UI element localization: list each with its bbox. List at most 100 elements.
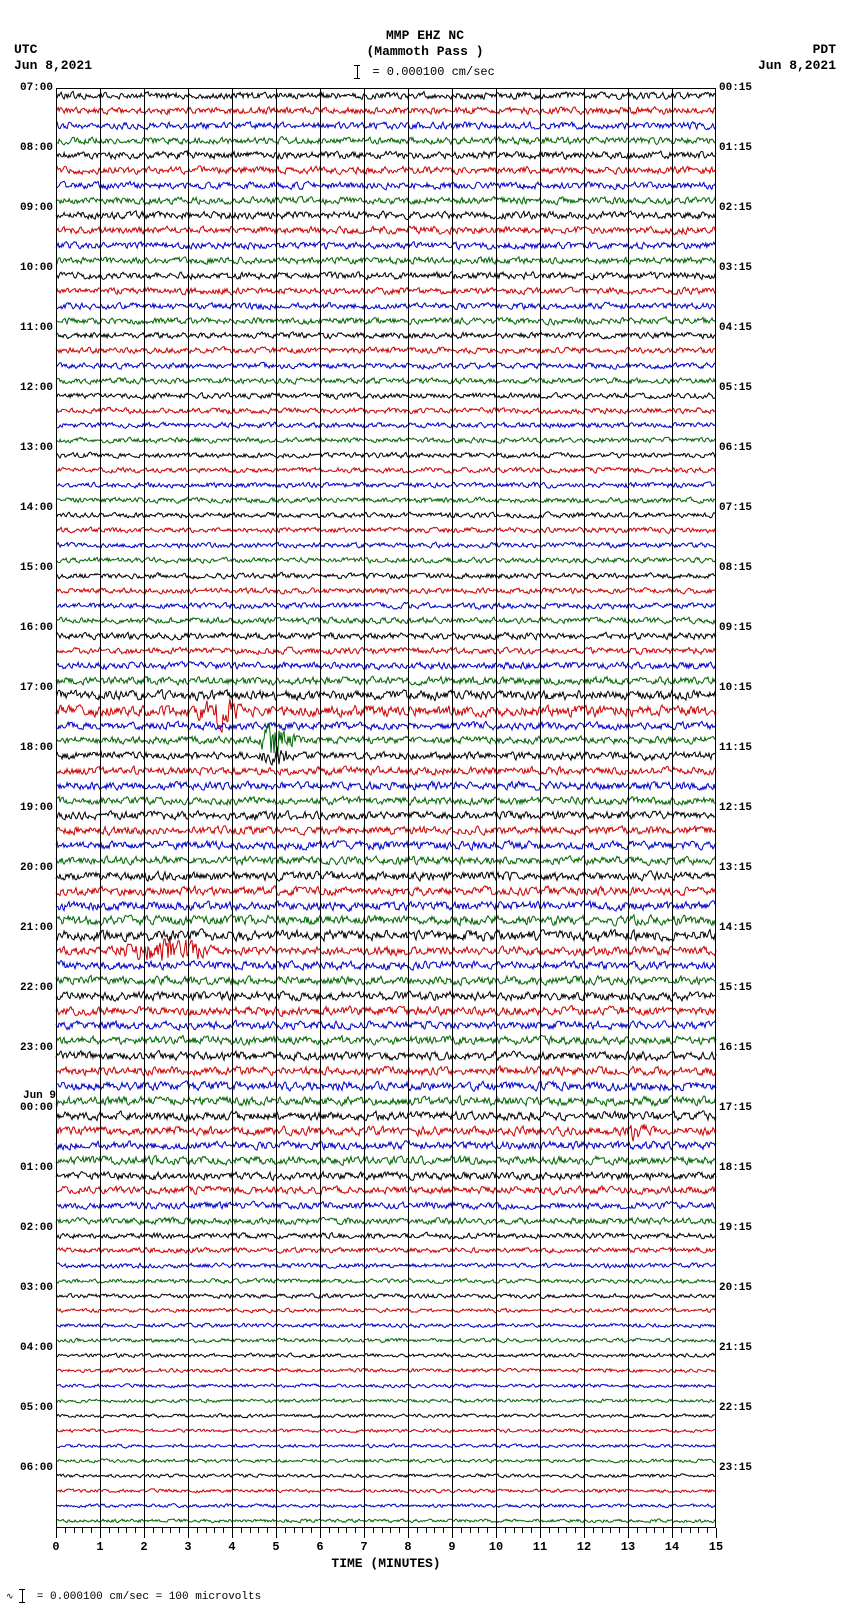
trace-time-right: 00:15 xyxy=(716,82,752,94)
trace-time-left: 02:00 xyxy=(20,1222,56,1234)
trace-time-left: 16:00 xyxy=(20,622,56,634)
trace-time-right: 10:15 xyxy=(716,682,752,694)
footer-scale: ∿ = 0.000100 cm/sec = 100 microvolts xyxy=(6,1589,261,1603)
xaxis-tick-minor xyxy=(549,1528,550,1533)
grid-line xyxy=(540,88,541,1528)
trace-row: 04:0021:15 xyxy=(56,1348,716,1363)
xaxis-tick-minor xyxy=(619,1528,620,1533)
trace-row xyxy=(56,1483,716,1498)
xaxis-tick-label: 2 xyxy=(140,1540,147,1554)
trace-row: 05:0022:15 xyxy=(56,1408,716,1423)
xaxis-tick-minor xyxy=(707,1528,708,1533)
scale-text: = 0.000100 cm/sec xyxy=(372,65,494,79)
trace-time-right: 12:15 xyxy=(716,802,752,814)
xaxis-tick-major xyxy=(320,1528,321,1538)
xaxis-tick-label: 7 xyxy=(360,1540,367,1554)
xaxis-tick-major xyxy=(408,1528,409,1538)
xaxis-tick-minor xyxy=(531,1528,532,1533)
xaxis-tick-minor xyxy=(355,1528,356,1533)
trace-time-right: 21:15 xyxy=(716,1342,752,1354)
xaxis-tick-minor xyxy=(478,1528,479,1533)
seismogram-plot: 07:0000:1508:0001:1509:0002:1510:0003:15… xyxy=(56,88,716,1528)
trace-time-left: 10:00 xyxy=(20,262,56,274)
trace-time-right: 09:15 xyxy=(716,622,752,634)
xaxis-tick-major xyxy=(496,1528,497,1538)
xaxis-tick-minor xyxy=(74,1528,75,1533)
timezone-right: PDT Jun 8,2021 xyxy=(758,42,836,75)
trace-time-left: 17:00 xyxy=(20,682,56,694)
xaxis-tick-minor xyxy=(505,1528,506,1533)
xaxis-tick-label: 10 xyxy=(489,1540,503,1554)
xaxis-tick-minor xyxy=(214,1528,215,1533)
xaxis-tick-label: 14 xyxy=(665,1540,679,1554)
trace-time-left: 06:00 xyxy=(20,1462,56,1474)
trace-time-right: 03:15 xyxy=(716,262,752,274)
trace-time-right: 23:15 xyxy=(716,1462,752,1474)
xaxis-tick-minor xyxy=(329,1528,330,1533)
xaxis-tick-minor xyxy=(663,1528,664,1533)
xaxis-tick-minor xyxy=(302,1528,303,1533)
trace-waveform xyxy=(56,1362,716,1379)
trace-time-left: 13:00 xyxy=(20,442,56,454)
trace-row xyxy=(56,1423,716,1438)
trace-date-mark: Jun 9 xyxy=(23,1090,56,1102)
trace-time-right: 11:15 xyxy=(716,742,752,754)
xaxis-tick-major xyxy=(100,1528,101,1538)
grid-line xyxy=(408,88,409,1528)
xaxis-tick-major xyxy=(276,1528,277,1538)
xaxis-tick-major xyxy=(452,1528,453,1538)
trace-row xyxy=(56,1318,716,1333)
xaxis-tick-minor xyxy=(223,1528,224,1533)
footer-text: = 0.000100 cm/sec = 100 microvolts xyxy=(37,1591,261,1603)
xaxis-tick-major xyxy=(144,1528,145,1538)
xaxis-tick-label: 13 xyxy=(621,1540,635,1554)
xaxis-tick-minor xyxy=(170,1528,171,1533)
xaxis-tick-major xyxy=(364,1528,365,1538)
xaxis-tick-minor xyxy=(566,1528,567,1533)
trace-time-left: 05:00 xyxy=(20,1402,56,1414)
grid-line xyxy=(672,88,673,1528)
trace-row: 06:0023:15 xyxy=(56,1468,716,1483)
trace-row xyxy=(56,1438,716,1453)
xaxis-tick-minor xyxy=(426,1528,427,1533)
xaxis-tick-label: 11 xyxy=(533,1540,547,1554)
tz-left-label: UTC xyxy=(14,42,92,58)
xaxis-tick-label: 8 xyxy=(404,1540,411,1554)
xaxis-tick-label: 15 xyxy=(709,1540,723,1554)
grid-line xyxy=(584,88,585,1528)
grid-line xyxy=(364,88,365,1528)
xaxis-tick-major xyxy=(628,1528,629,1538)
trace-time-left: 22:00 xyxy=(20,982,56,994)
xaxis-tick-minor xyxy=(417,1528,418,1533)
scale-bar-icon xyxy=(355,65,359,79)
trace-waveform xyxy=(56,1498,716,1514)
trace-time-left: 00:00Jun 9 xyxy=(20,1102,56,1114)
xaxis-tick-minor xyxy=(434,1528,435,1533)
xaxis-tick-minor xyxy=(654,1528,655,1533)
xaxis-tick-major xyxy=(56,1528,57,1538)
trace-row: 03:0020:15 xyxy=(56,1288,716,1303)
trace-time-right: 04:15 xyxy=(716,322,752,334)
trace-time-right: 19:15 xyxy=(716,1222,752,1234)
trace-time-right: 05:15 xyxy=(716,382,752,394)
xaxis-tick-major xyxy=(716,1528,717,1538)
tz-left-date: Jun 8,2021 xyxy=(14,58,92,74)
xaxis-tick-minor xyxy=(250,1528,251,1533)
grid-line xyxy=(232,88,233,1528)
xaxis-tick-major xyxy=(540,1528,541,1538)
xaxis-tick-minor xyxy=(382,1528,383,1533)
xaxis-tick-minor xyxy=(82,1528,83,1533)
trace-time-right: 16:15 xyxy=(716,1042,752,1054)
xaxis-tick-minor xyxy=(91,1528,92,1533)
xaxis-tick-minor xyxy=(346,1528,347,1533)
trace-time-right: 20:15 xyxy=(716,1282,752,1294)
xaxis-tick-major xyxy=(232,1528,233,1538)
trace-waveform xyxy=(56,1378,716,1394)
trace-row xyxy=(56,1303,716,1318)
xaxis-tick-minor xyxy=(241,1528,242,1533)
trace-row xyxy=(56,1513,716,1528)
trace-time-right: 15:15 xyxy=(716,982,752,994)
trace-time-right: 07:15 xyxy=(716,502,752,514)
trace-waveform xyxy=(56,1423,716,1439)
x-axis-title: TIME (MINUTES) xyxy=(56,1556,716,1571)
